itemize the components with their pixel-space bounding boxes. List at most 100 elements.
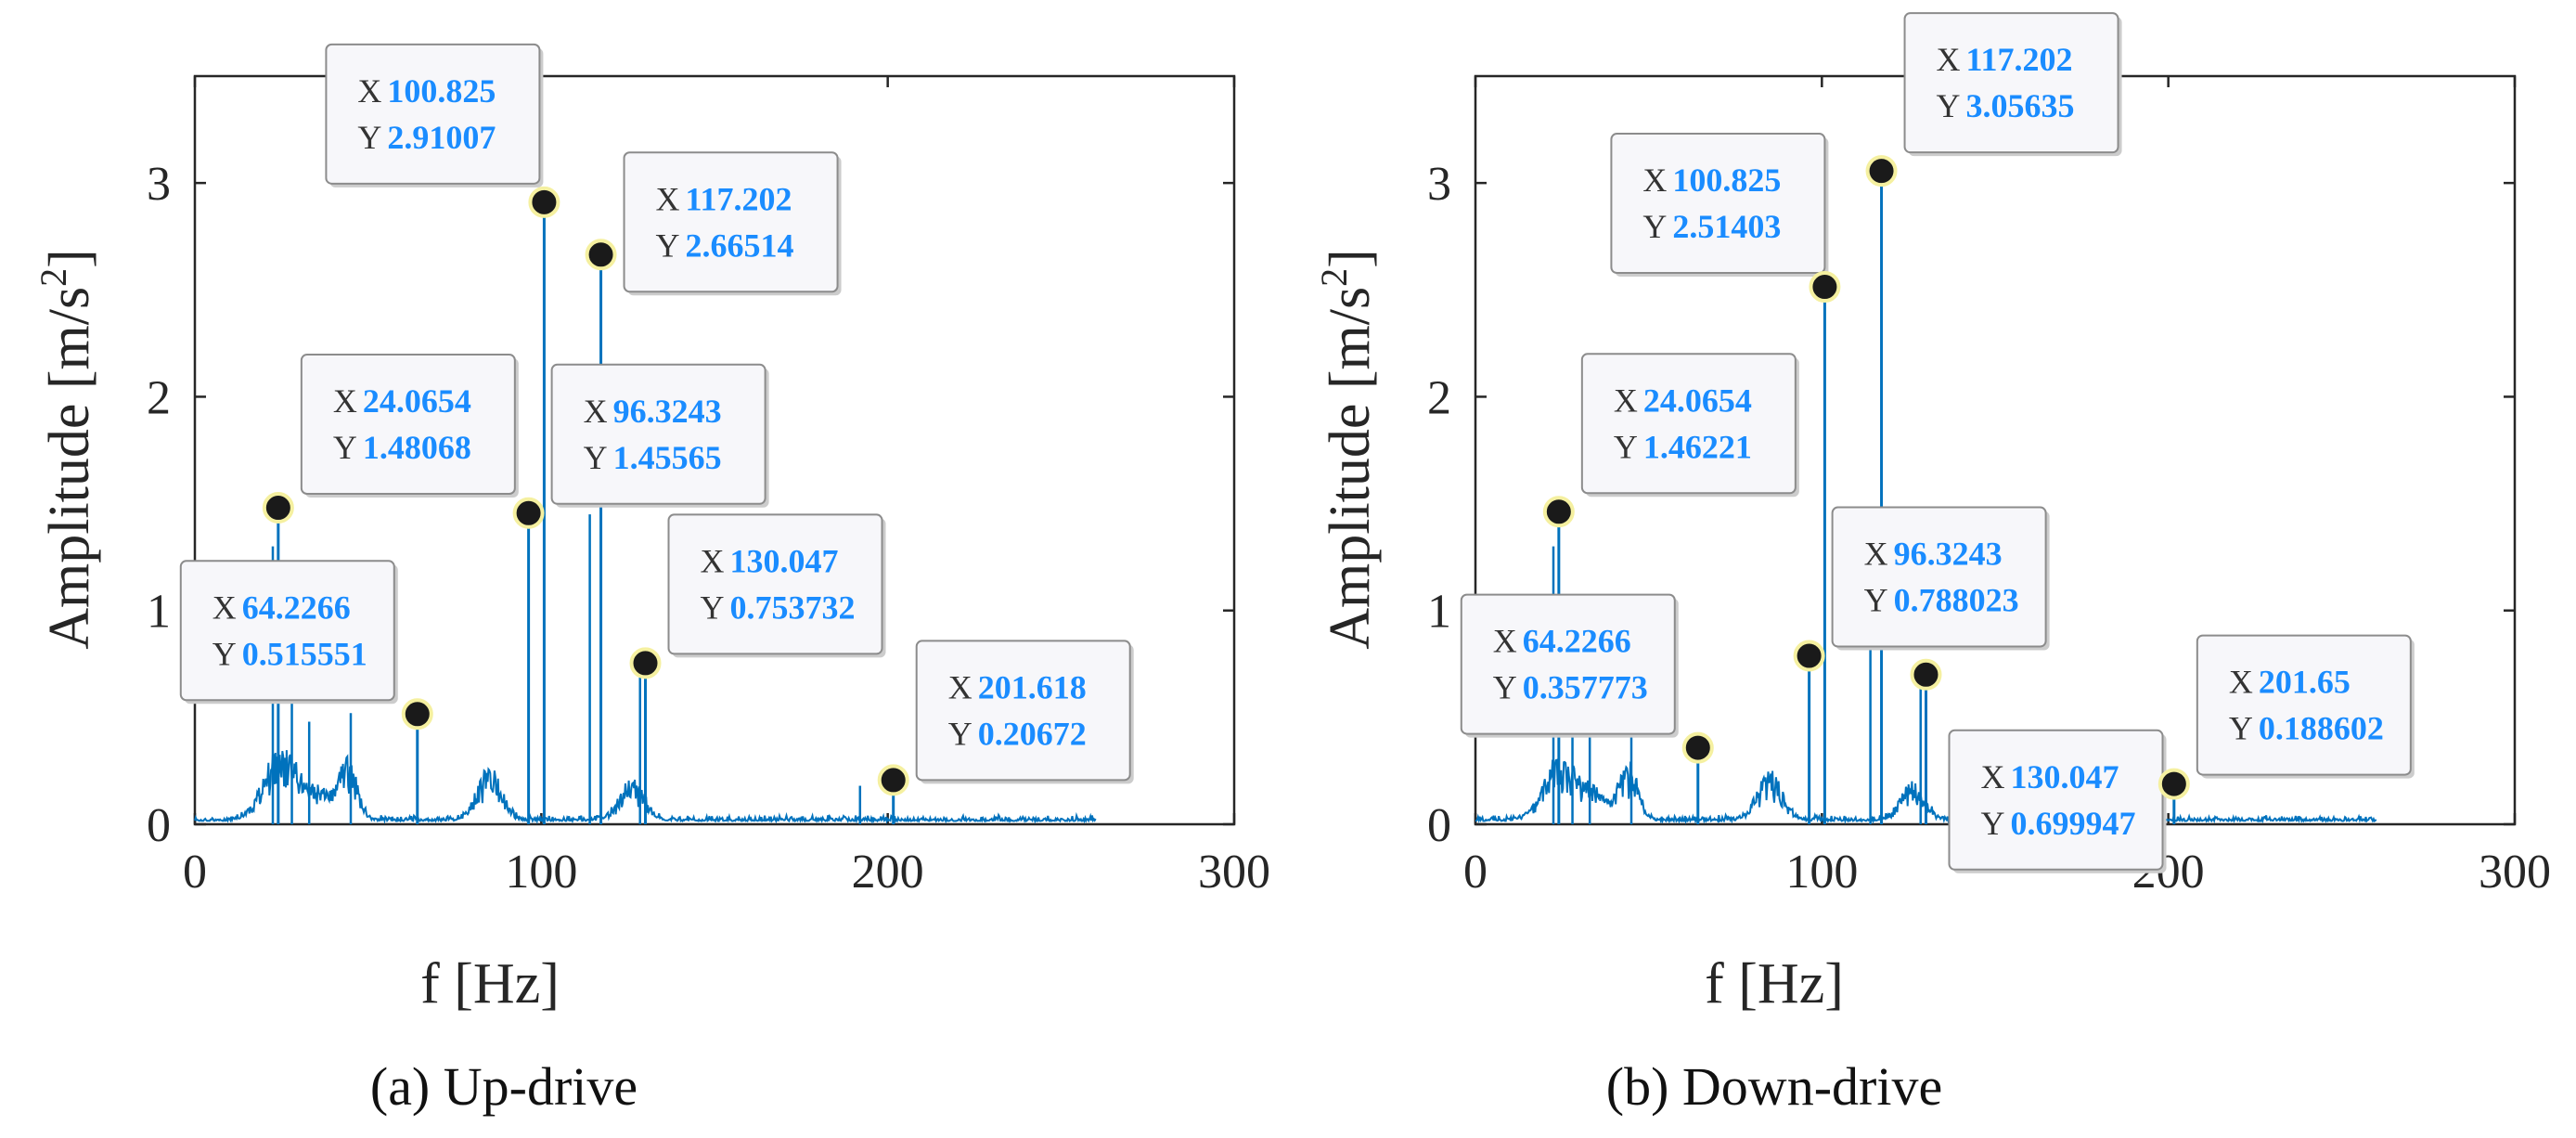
data-tip-x-key: X [948,668,972,705]
data-tip-x-value: 117.202 [686,180,792,217]
data-tip-y-key: Y [1937,87,1961,124]
data-tip-y-value: 1.45565 [613,439,722,476]
peak-marker-up-drive [262,492,294,524]
data-tip-box [1460,593,1676,735]
caption-down-drive: (b) Down-drive [1606,1056,1942,1117]
peak-marker-down-drive [1809,271,1841,304]
data-tip-box [550,363,766,505]
data-tip-box [1610,133,1826,275]
peak-marker-up-drive [512,497,545,529]
data-tip-y-key: Y [1642,208,1667,245]
data-tip-y-key: Y [1493,669,1517,706]
data-tip-x-value: 201.65 [2259,664,2351,701]
data-tip-box [179,560,395,702]
data-tip-box [667,513,883,655]
data-tip-y-value: 0.515551 [242,635,367,672]
caption-up-drive: (a) Up-drive [370,1056,638,1117]
data-tip-y-value: 0.188602 [2259,710,2384,747]
data-tip-y-key: Y [701,588,725,626]
data-tip-y-value: 0.357773 [1523,669,1648,706]
peak-marker-down-drive [1542,496,1575,528]
y-tick-label-up-drive: 3 [147,158,171,211]
data-tip-box [2196,634,2412,776]
y-tick-label-down-drive: 2 [1427,371,1451,424]
data-tip-y-key: Y [213,635,237,672]
x-tick-label-up-drive: 300 [1198,846,1270,899]
data-tip-y-value: 2.66514 [686,226,794,264]
data-tip-y-value: 1.46221 [1643,428,1752,465]
peak-marker-up-drive [401,698,433,731]
data-tip-y-key: Y [2229,710,2253,747]
x-tick-label-up-drive: 0 [183,846,207,899]
data-tip-x-value: 24.0654 [363,382,471,420]
data-tip-y-value: 2.91007 [387,119,496,156]
data-tip-x-key: X [656,180,680,217]
data-tip-y-value: 1.48068 [363,429,471,466]
x-tick-label-down-drive: 0 [1463,846,1488,899]
data-tip-y-key: Y [948,715,972,752]
y-tick-label-up-drive: 1 [147,586,171,639]
peak-marker-down-drive [1910,658,1942,691]
data-tip-y-key: Y [333,429,357,466]
data-tip-x-key: X [1642,162,1667,199]
data-tip-x-key: X [1614,381,1638,419]
data-tip-x-value: 64.2266 [242,588,351,626]
data-tip-x-key: X [1981,758,2005,795]
y-tick-label-down-drive: 3 [1427,158,1451,211]
y-axis-label-down-drive: Amplitude [m/s2] [1313,249,1382,650]
y-tick-label-up-drive: 0 [147,799,171,852]
data-tip-x-value: 100.825 [387,72,496,110]
data-tip-box [1948,729,2164,871]
data-tip-y-value: 0.788023 [1894,582,2019,619]
x-axis-label-up-drive: f [Hz] [420,952,560,1015]
data-tip-x-value: 117.202 [1966,41,2073,78]
data-tip-down-drive: X 201.65Y 0.188602 [2196,634,2415,779]
x-axis-label-down-drive: f [Hz] [1705,952,1844,1015]
data-tip-x-value: 100.825 [1672,162,1781,199]
data-tip-y-key: Y [1981,805,2005,842]
data-tip-x-key: X [1864,536,1888,573]
data-tip-x-key: X [1937,41,1961,78]
data-tip-y-key: Y [656,226,680,264]
peak-marker-down-drive [1793,640,1825,672]
data-tip-x-value: 64.2266 [1523,623,1631,660]
data-tip-x-value: 96.3243 [613,393,722,430]
data-tip-y-value: 3.05635 [1966,87,2075,124]
y-axis-label-up-drive: Amplitude [m/s2] [32,249,101,650]
peak-marker-down-drive [1681,731,1714,764]
x-tick-label-down-drive: 100 [1785,846,1858,899]
peak-marker-up-drive [585,239,617,271]
peak-marker-down-drive [2157,768,2190,800]
data-tip-box [1903,12,2119,154]
data-tip-y-key: Y [584,439,608,476]
data-tip-x-key: X [701,542,725,579]
data-tip-x-key: X [2229,664,2253,701]
y-tick-label-down-drive: 1 [1427,586,1451,639]
x-tick-label-up-drive: 200 [852,846,924,899]
data-tip-box [1580,353,1797,495]
data-tip-box [300,354,516,496]
peak-marker-up-drive [528,186,560,218]
data-tip-y-value: 0.753732 [730,588,856,626]
data-tip-x-value: 201.618 [978,668,1087,705]
data-tip-box [915,640,1131,782]
data-tip-box [623,151,839,293]
y-tick-label-up-drive: 2 [147,371,171,424]
data-tip-x-key: X [333,382,357,420]
data-tip-x-value: 130.047 [730,542,839,579]
data-tip-y-key: Y [1864,582,1888,619]
